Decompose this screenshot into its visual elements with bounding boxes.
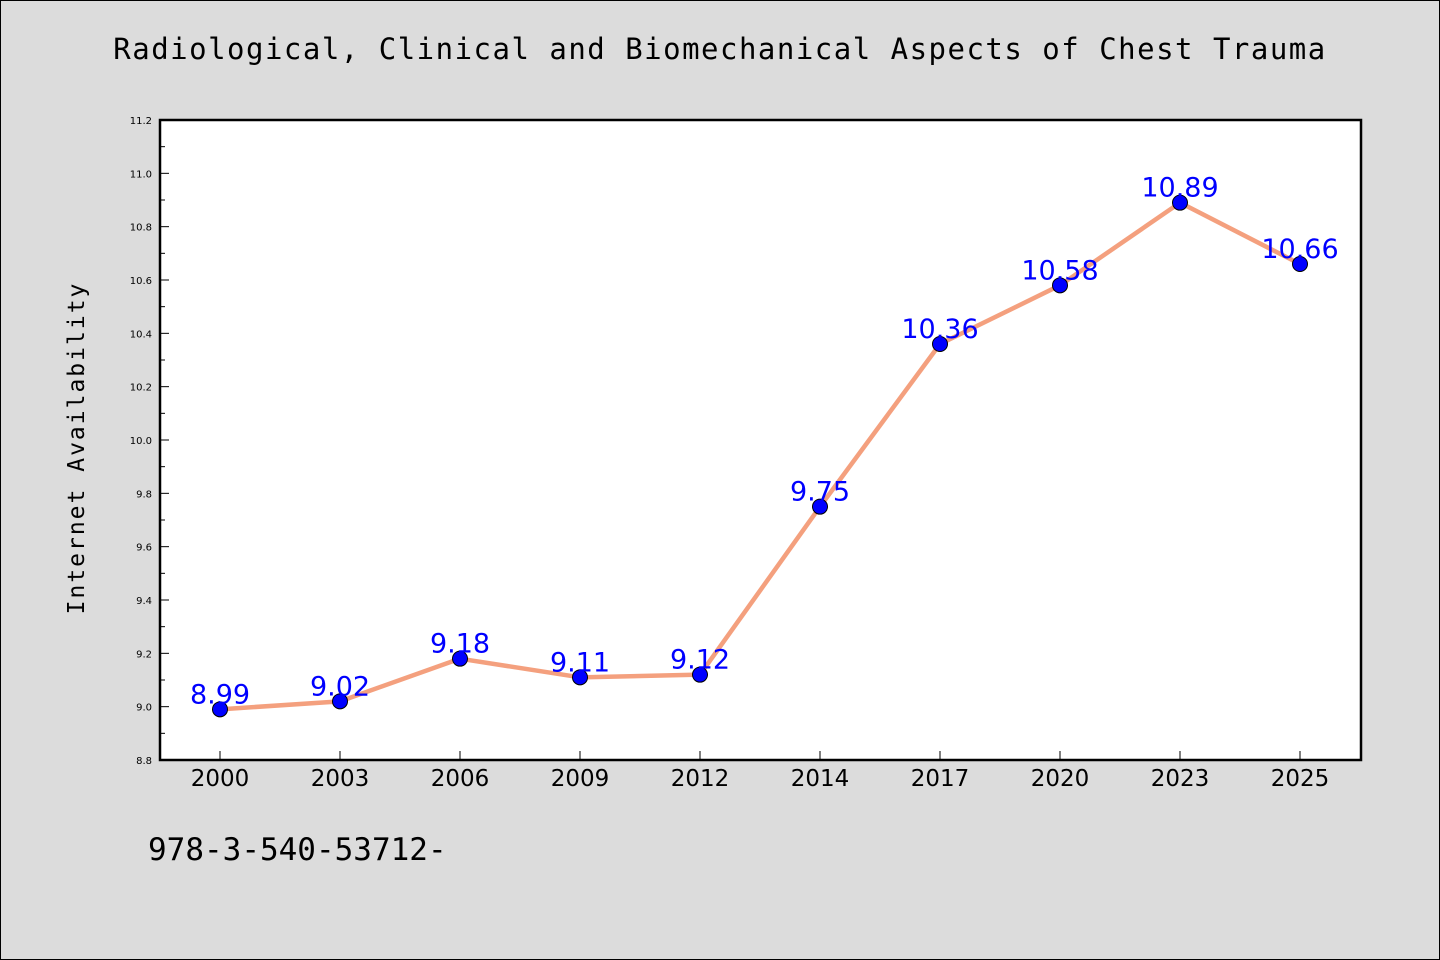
chart-title: Radiological, Clinical and Biomechanical… (113, 32, 1327, 66)
footnote-isbn: 978-3-540-53712- (148, 832, 447, 868)
y-tick-label: 11.2 (130, 116, 152, 127)
data-label: 10.66 (1261, 234, 1338, 265)
x-tick-label: 2023 (1151, 766, 1210, 792)
series-line (217, 200, 1303, 712)
y-tick-label: 9.8 (136, 489, 152, 500)
data-label: 10.89 (1141, 173, 1218, 204)
data-point (572, 669, 588, 686)
data-point (812, 498, 828, 515)
data-point (452, 650, 468, 667)
x-tick-label: 2009 (551, 766, 610, 792)
y-tick-label: 8.8 (136, 756, 152, 767)
x-tick-label: 2000 (191, 766, 250, 792)
y-tick-label: 9.6 (136, 543, 152, 554)
data-label: 10.58 (1021, 255, 1098, 286)
y-tick-label: 9.4 (136, 596, 152, 607)
y-tick-label: 11.0 (130, 169, 152, 180)
y-tick-label: 9.0 (136, 703, 152, 714)
data-point (212, 701, 228, 718)
x-tick-label: 2017 (911, 766, 970, 792)
x-tick-label: 2003 (311, 766, 370, 792)
data-label: 8.99 (190, 679, 250, 710)
data-label: 10.36 (901, 314, 978, 345)
x-tick-label: 2025 (1271, 766, 1330, 792)
data-label: 9.12 (670, 645, 730, 676)
x-tick-label: 2012 (671, 766, 730, 792)
data-point (1052, 277, 1068, 294)
y-tick-label: 10.0 (130, 436, 152, 447)
y-tick-label: 10.4 (130, 329, 152, 340)
x-tick-label: 2006 (431, 766, 490, 792)
y-tick-label: 10.6 (130, 276, 152, 287)
data-point (332, 693, 348, 710)
data-point (1292, 256, 1308, 272)
data-point (1172, 194, 1188, 211)
data-label: 9.18 (430, 629, 490, 660)
plot-area (158, 118, 1363, 762)
data-label: 9.75 (790, 477, 850, 508)
x-tick-label: 2020 (1031, 766, 1090, 792)
data-point (692, 666, 708, 683)
y-tick-label: 9.2 (136, 649, 152, 660)
x-tick-label: 2014 (791, 766, 850, 792)
data-label: 9.02 (310, 671, 370, 702)
y-tick-label: 10.2 (130, 383, 152, 394)
data-point (932, 336, 948, 352)
data-label: 9.11 (550, 647, 610, 678)
y-tick-label: 10.8 (130, 223, 152, 234)
